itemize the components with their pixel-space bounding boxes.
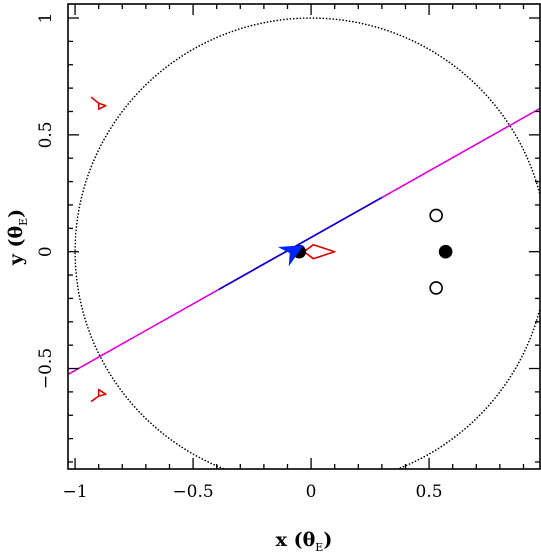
x-tick-label: −1 (63, 482, 88, 502)
y-tick-label: 0.5 (36, 121, 56, 148)
x-tick-label: 0 (306, 482, 317, 502)
lens-mass-filled (438, 244, 453, 259)
einstein-ring (74, 17, 540, 469)
y-tick-label: 1 (36, 13, 56, 24)
plot-content (68, 17, 540, 469)
x-tick-label: 0.5 (416, 482, 443, 502)
caustic-central (303, 243, 336, 260)
caustic-planetary-lower (90, 388, 107, 403)
caustic-planetary-upper (90, 96, 107, 110)
lens-image-open (429, 208, 443, 223)
y-tick-label: 0 (36, 246, 56, 257)
axis-ticks (68, 4, 540, 469)
plot-frame (67, 3, 541, 470)
tick-labels: −1 −0.5 0 0.5 −0.5 0 0.5 1 (36, 13, 443, 502)
x-tick-label: −0.5 (172, 482, 213, 502)
y-tick-label: −0.5 (36, 348, 56, 389)
x-axis-label: x (θE) (276, 529, 333, 554)
y-axis-label: y (θE) (5, 209, 30, 266)
trajectory-highlight (218, 196, 383, 290)
source-marker (277, 245, 304, 267)
lens-image-open (429, 281, 443, 295)
